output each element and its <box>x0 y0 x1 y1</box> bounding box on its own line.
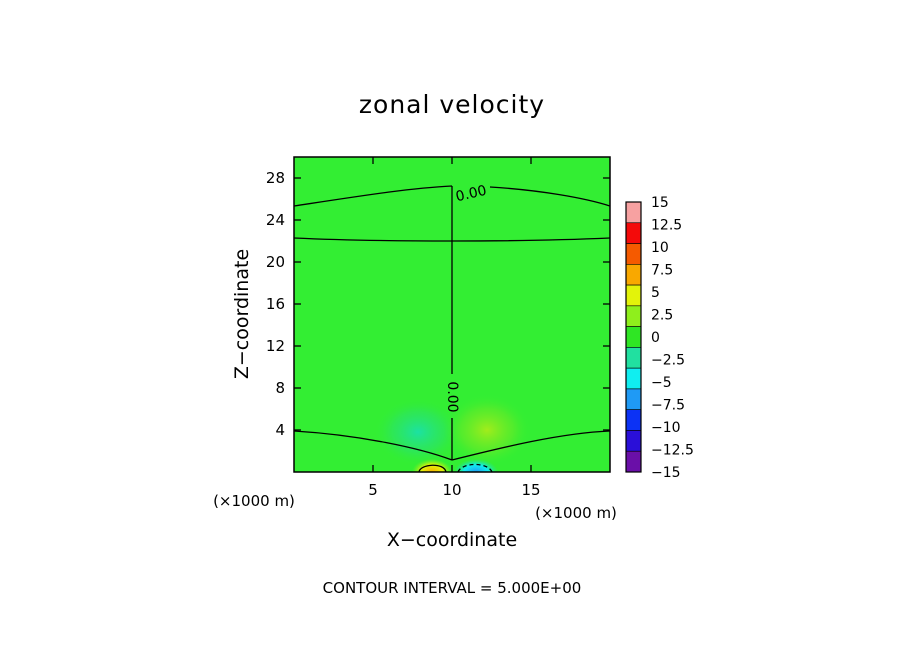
contour-interval-text: CONTOUR INTERVAL = 5.000E+00 <box>323 579 582 597</box>
colorbar-segment <box>625 347 642 369</box>
colorbar-label: 7.5 <box>651 263 673 279</box>
contour-surface-positive <box>418 464 447 472</box>
colorbar-label: 0 <box>651 330 660 346</box>
surface-negative-core <box>454 459 498 472</box>
x-axis-label: X−coordinate <box>387 529 517 551</box>
contour-zero-upper-mid <box>294 237 610 242</box>
colorbar-label: 10 <box>651 240 669 256</box>
colorbar-segment <box>625 264 642 286</box>
y-axis-label: Z−coordinate <box>231 249 253 379</box>
colorbar-segment <box>625 201 642 224</box>
colorbar-segment <box>625 243 642 265</box>
colorbar-label: −5 <box>651 375 672 391</box>
y-tick-label: 16 <box>266 295 285 313</box>
colorbar: 15 12.5 10 7.5 5 2.5 0 −2.5 −5 −7.5 −10 −12.5 −15 <box>625 195 694 481</box>
colorbar-segment <box>625 326 642 348</box>
x-axis-ticks: 5 10 15 <box>368 157 541 499</box>
plot-area <box>294 157 610 472</box>
colorbar-segment <box>625 388 642 410</box>
y-tick-label: 8 <box>275 379 285 397</box>
x-unit-right: (×1000 m) <box>535 504 617 522</box>
colorbar-label: 2.5 <box>651 308 673 324</box>
colorbar-frame <box>625 201 642 473</box>
colorbar-label: −2.5 <box>651 353 685 369</box>
y-tick-label: 28 <box>266 169 285 187</box>
contour-surface-negative <box>457 463 493 472</box>
negative-anomaly-left <box>374 398 462 466</box>
y-tick-label: 20 <box>266 253 285 271</box>
positive-anomaly-right <box>443 394 531 466</box>
colorbar-label: 5 <box>651 285 660 301</box>
chart-title: zonal velocity <box>359 90 545 119</box>
colorbar-label: −10 <box>651 420 681 436</box>
colorbar-label: 15 <box>651 195 669 211</box>
y-tick-label: 24 <box>266 211 285 229</box>
colorbar-segment <box>625 222 642 244</box>
colorbar-segment <box>625 284 642 307</box>
contour-label-top: 0.00 <box>454 183 488 206</box>
contour-zero-low-left <box>294 430 453 461</box>
colorbar-segment <box>625 450 642 473</box>
colorbar-label: −15 <box>651 465 681 481</box>
x-unit-left: (×1000 m) <box>213 492 295 510</box>
contour-zero-top-right <box>489 186 610 207</box>
y-tick-label: 12 <box>266 337 285 355</box>
colorbar-segment <box>625 367 642 390</box>
contour-lines <box>294 185 610 472</box>
x-tick-label: 10 <box>442 481 461 499</box>
colorbar-label: −12.5 <box>651 443 694 459</box>
y-axis-ticks: 4 8 12 16 20 24 28 <box>266 169 610 439</box>
contour-label-mid: 0.00 <box>444 381 460 412</box>
colorbar-label: 12.5 <box>651 218 682 234</box>
colorbar-segment <box>625 305 642 327</box>
contour-zero-top <box>294 185 453 207</box>
colorbar-label: −7.5 <box>651 398 685 414</box>
colorbar-segment <box>625 430 642 452</box>
x-tick-label: 15 <box>521 481 540 499</box>
y-tick-label: 4 <box>275 421 285 439</box>
colorbar-segment <box>625 409 642 431</box>
x-tick-label: 5 <box>368 481 378 499</box>
contour-zero-low-right <box>451 430 610 461</box>
